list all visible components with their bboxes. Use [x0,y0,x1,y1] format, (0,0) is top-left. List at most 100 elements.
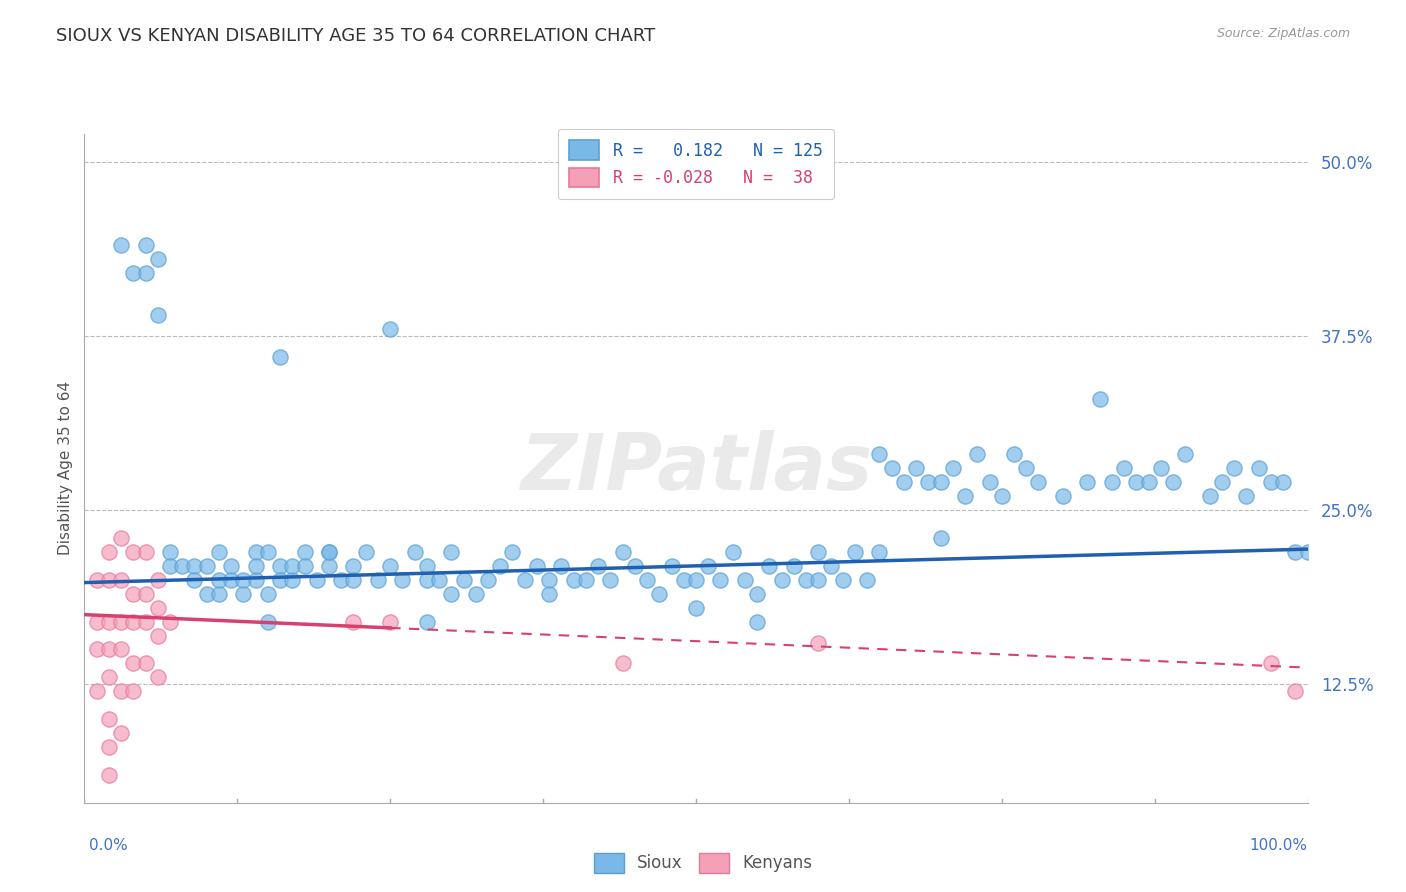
Point [208,573,231,587]
Point [1260,475,1282,490]
Point [269,558,291,573]
Point [380,615,402,629]
Point [146,670,169,684]
Point [97,712,120,726]
Point [195,558,218,573]
Point [232,573,254,587]
Point [330,573,353,587]
Point [685,573,707,587]
Point [869,447,891,461]
Point [97,615,120,629]
Text: 100.0%: 100.0% [1250,838,1308,854]
Point [990,489,1012,503]
Point [294,545,316,559]
Point [86,573,108,587]
Point [586,558,609,573]
Point [122,545,145,559]
Point [1247,461,1270,475]
Point [427,573,450,587]
Point [146,600,169,615]
Point [1150,461,1173,475]
Point [269,350,291,364]
Point [257,615,280,629]
Point [697,558,720,573]
Point [245,573,267,587]
Point [1272,475,1295,490]
Point [219,558,242,573]
Point [1114,461,1136,475]
Point [416,615,439,629]
Point [612,657,634,671]
Point [979,475,1001,490]
Point [318,545,340,559]
Point [770,573,793,587]
Point [122,657,145,671]
Point [453,573,475,587]
Point [1223,461,1246,475]
Point [146,573,169,587]
Point [734,573,756,587]
Point [636,573,658,587]
Point [612,545,634,559]
Point [489,558,512,573]
Point [257,587,280,601]
Y-axis label: Disability Age 35 to 64: Disability Age 35 to 64 [58,381,73,556]
Point [1137,475,1160,490]
Point [159,558,181,573]
Point [159,545,181,559]
Point [807,545,830,559]
Point [538,587,561,601]
Text: ZIPatlas: ZIPatlas [520,430,872,507]
Point [97,573,120,587]
Point [1125,475,1147,490]
Point [86,642,108,657]
Point [122,615,145,629]
Point [391,573,413,587]
Point [869,545,891,559]
Point [159,615,181,629]
Point [146,252,169,267]
Point [929,475,952,490]
Point [747,615,769,629]
Point [905,461,928,475]
Point [110,573,132,587]
Point [110,726,132,740]
Point [122,684,145,698]
Point [1211,475,1233,490]
Point [110,531,132,545]
Point [135,238,157,252]
Point [208,587,231,601]
Point [416,558,439,573]
Point [1296,545,1319,559]
Point [820,558,842,573]
Point [208,545,231,559]
Point [97,768,120,782]
Point [807,573,830,587]
Point [440,587,463,601]
Point [893,475,915,490]
Point [97,740,120,755]
Point [354,545,377,559]
Point [135,615,157,629]
Point [110,642,132,657]
Point [966,447,988,461]
Point [807,635,830,649]
Point [122,266,145,280]
Point [953,489,976,503]
Point [1234,489,1257,503]
Point [1002,447,1025,461]
Point [477,573,499,587]
Point [1052,489,1074,503]
Legend: Sioux, Kenyans: Sioux, Kenyans [586,847,820,880]
Point [342,573,364,587]
Point [342,558,364,573]
Text: Source: ZipAtlas.com: Source: ZipAtlas.com [1216,27,1350,40]
Point [97,642,120,657]
Point [146,629,169,643]
Point [1260,657,1282,671]
Point [110,615,132,629]
Point [404,545,426,559]
Point [86,615,108,629]
Point [917,475,939,490]
Point [1015,461,1038,475]
